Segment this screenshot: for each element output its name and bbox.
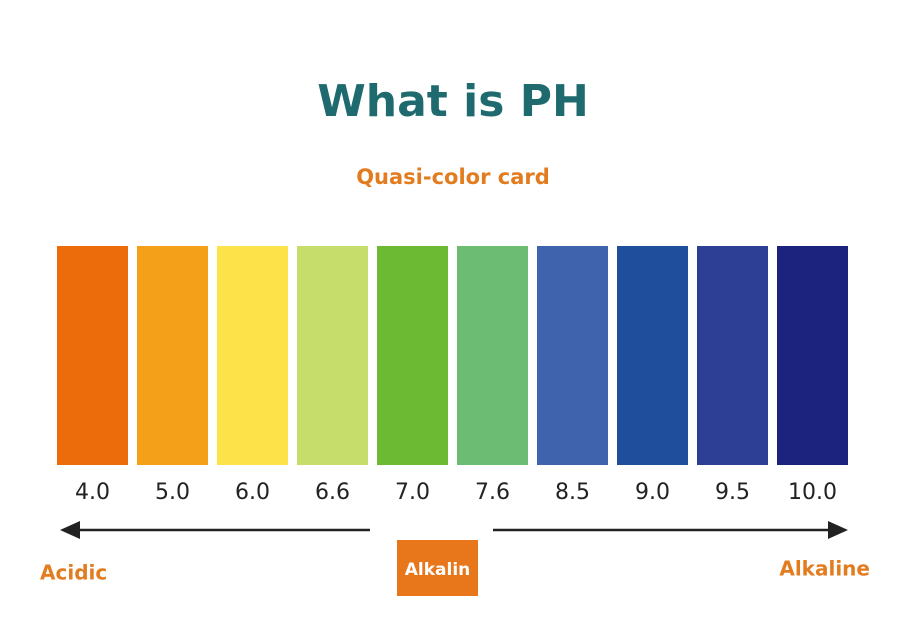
ph-label: 6.0 — [235, 480, 270, 505]
ph-label: 6.6 — [315, 480, 350, 505]
ph-label: 7.6 — [475, 480, 510, 505]
ph-label: 8.5 — [555, 480, 590, 505]
ph-label: 9.5 — [715, 480, 750, 505]
acidic-label: Acidic — [40, 561, 107, 585]
arrowhead-left — [60, 521, 80, 539]
ph-label: 9.0 — [635, 480, 670, 505]
ph-label: 10.0 — [788, 480, 837, 505]
color-swatch — [377, 246, 448, 465]
alkaline-label: Alkaline — [779, 557, 870, 581]
subtitle: Quasi-color card — [356, 165, 550, 189]
ph-label: 5.0 — [155, 480, 190, 505]
color-swatch — [217, 246, 288, 465]
arrowhead-right — [828, 521, 848, 539]
color-swatch — [457, 246, 528, 465]
color-swatch — [57, 246, 128, 465]
color-swatch — [537, 246, 608, 465]
color-swatch — [137, 246, 208, 465]
color-swatch — [617, 246, 688, 465]
neutral-label: Alkalin — [405, 560, 471, 580]
neutral-box — [397, 540, 478, 596]
color-swatch — [297, 246, 368, 465]
ph-label: 7.0 — [395, 480, 430, 505]
ph-label: 4.0 — [75, 480, 110, 505]
title: What is PH — [317, 76, 589, 127]
color-swatch — [777, 246, 848, 465]
swatch-row: 4.0 5.0 6.0 6.6 7.0 7.6 8.5 9.0 9.5 10.0 — [57, 246, 848, 505]
color-swatch — [697, 246, 768, 465]
